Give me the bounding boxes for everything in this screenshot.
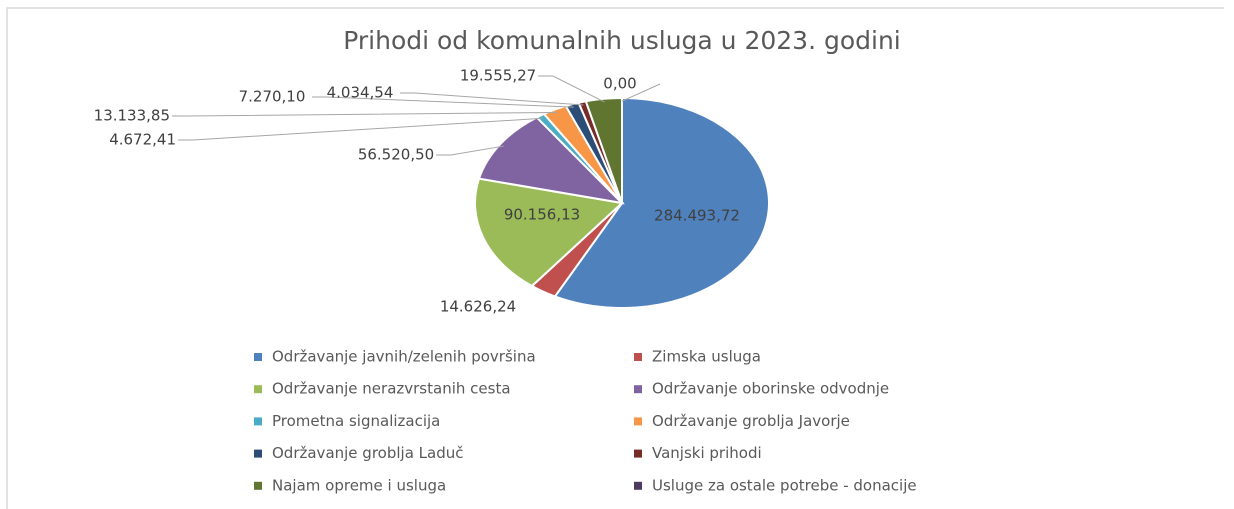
leader-line <box>400 92 584 106</box>
legend-label: Održavanje oborinske odvodnje <box>652 380 889 398</box>
legend-label: Zimska usluga <box>652 348 761 366</box>
data-label: 0,00 <box>603 75 636 93</box>
data-label: 19.555,27 <box>460 67 536 85</box>
legend-swatch <box>254 417 262 426</box>
legend-label: Održavanje groblja Javorje <box>652 412 850 430</box>
chart-title: Prihodi od komunalnih usluga u 2023. god… <box>343 26 901 55</box>
legend-swatch <box>254 481 262 490</box>
leader-line <box>172 111 557 117</box>
leader-line <box>178 117 543 141</box>
data-label: 56.520,50 <box>358 146 434 164</box>
data-label: 4.672,41 <box>109 131 176 149</box>
chart-frame <box>6 7 1224 509</box>
legend-swatch <box>634 449 642 458</box>
legend-label: Održavanje javnih/zelenih površina <box>272 348 536 366</box>
leader-line <box>538 75 605 103</box>
legend-swatch <box>254 449 262 458</box>
data-label: 7.270,10 <box>239 88 306 106</box>
data-label: 90.156,13 <box>504 206 580 224</box>
legend-swatch <box>254 353 262 361</box>
legend-label: Održavanje nerazvrstanih cesta <box>272 380 511 398</box>
data-label: 14.626,24 <box>440 298 516 316</box>
legend-label: Održavanje groblja Laduč <box>272 444 463 462</box>
legend-swatch <box>254 385 262 394</box>
legend-swatch <box>634 385 642 394</box>
data-label: 13.133,85 <box>94 107 170 125</box>
legend-label: Prometna signalizacija <box>272 412 440 430</box>
data-label: 284.493,72 <box>654 207 740 225</box>
legend-swatch <box>634 353 642 361</box>
pie-slice <box>553 96 770 309</box>
legend-swatch <box>634 481 642 490</box>
leader-line <box>621 83 661 102</box>
legend-label: Najam opreme i usluga <box>272 476 446 494</box>
legend-label: Vanjski prihodi <box>652 444 762 462</box>
legend-swatch <box>634 417 642 426</box>
leader-line <box>436 145 504 156</box>
pie-slice <box>477 116 625 205</box>
leader-line <box>312 96 574 108</box>
legend-label: Usluge za ostale potrebe - donacije <box>652 476 917 494</box>
pie-slice <box>474 177 625 288</box>
data-label: 4.034,54 <box>327 84 394 102</box>
